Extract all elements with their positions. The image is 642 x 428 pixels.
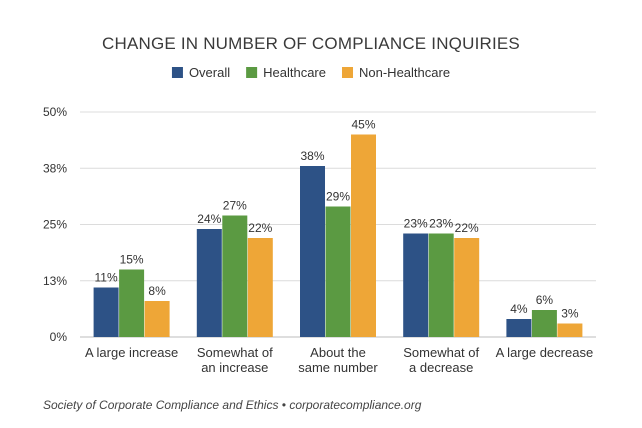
bar <box>428 233 454 337</box>
legend-label: Non-Healthcare <box>359 65 450 80</box>
bar <box>403 233 429 337</box>
y-tick-label: 38% <box>43 161 67 175</box>
bar <box>300 166 325 337</box>
bar <box>93 287 119 337</box>
bar <box>351 134 376 337</box>
y-tick-label: 25% <box>43 218 67 232</box>
legend: Overall Healthcare Non-Healthcare <box>171 65 450 80</box>
bars <box>93 134 583 337</box>
x-tick-label: A large increase <box>85 345 178 360</box>
bar <box>506 319 532 337</box>
y-tick-label: 50% <box>43 105 67 119</box>
legend-swatch <box>171 67 183 78</box>
data-label: 27% <box>223 199 247 213</box>
x-tick-label: Somewhat of <box>197 345 273 360</box>
bar <box>247 238 273 337</box>
y-axis: 0% 13% 25% 38% 50% <box>43 105 67 344</box>
bar <box>144 301 170 337</box>
data-label: 22% <box>248 221 272 235</box>
data-label: 38% <box>300 149 324 163</box>
data-label: 8% <box>148 284 166 298</box>
bar <box>325 206 351 337</box>
y-tick-label: 13% <box>43 274 67 288</box>
x-tick-label: a decrease <box>409 360 473 375</box>
bar <box>454 238 480 337</box>
x-tick-label: About the <box>310 345 366 360</box>
data-label: 3% <box>561 307 579 321</box>
x-tick-label: an increase <box>201 360 268 375</box>
x-tick-label: Somewhat of <box>403 345 479 360</box>
bar <box>557 323 583 337</box>
data-label: 45% <box>351 118 375 132</box>
legend-label: Healthcare <box>263 65 326 80</box>
data-labels: 11%15%8%24%27%22%38%29%45%23% 23% 22%4%6%3… <box>95 118 579 321</box>
legend-swatch <box>342 67 354 78</box>
data-label: 6% <box>536 293 554 307</box>
x-tick-label: same number <box>298 360 378 375</box>
data-label: 29% <box>326 190 350 204</box>
data-label: 24% <box>197 212 221 226</box>
data-label: 4% <box>510 302 528 316</box>
data-label: 22% <box>455 221 479 235</box>
chart-title: CHANGE IN NUMBER OF COMPLIANCE INQUIRIES <box>102 34 520 53</box>
bar <box>119 269 145 337</box>
bar <box>196 229 222 337</box>
data-label: 15% <box>120 253 144 267</box>
bar <box>222 215 248 337</box>
legend-label: Overall <box>189 65 230 80</box>
data-label: 23% <box>404 217 428 231</box>
bar <box>531 310 557 337</box>
source-note: Society of Corporate Compliance and Ethi… <box>43 398 422 412</box>
legend-swatch <box>246 67 258 78</box>
y-tick-label: 0% <box>50 330 68 344</box>
data-label: 23% <box>429 217 453 231</box>
x-tick-label: A large decrease <box>496 345 594 360</box>
data-label: 11% <box>95 271 118 285</box>
